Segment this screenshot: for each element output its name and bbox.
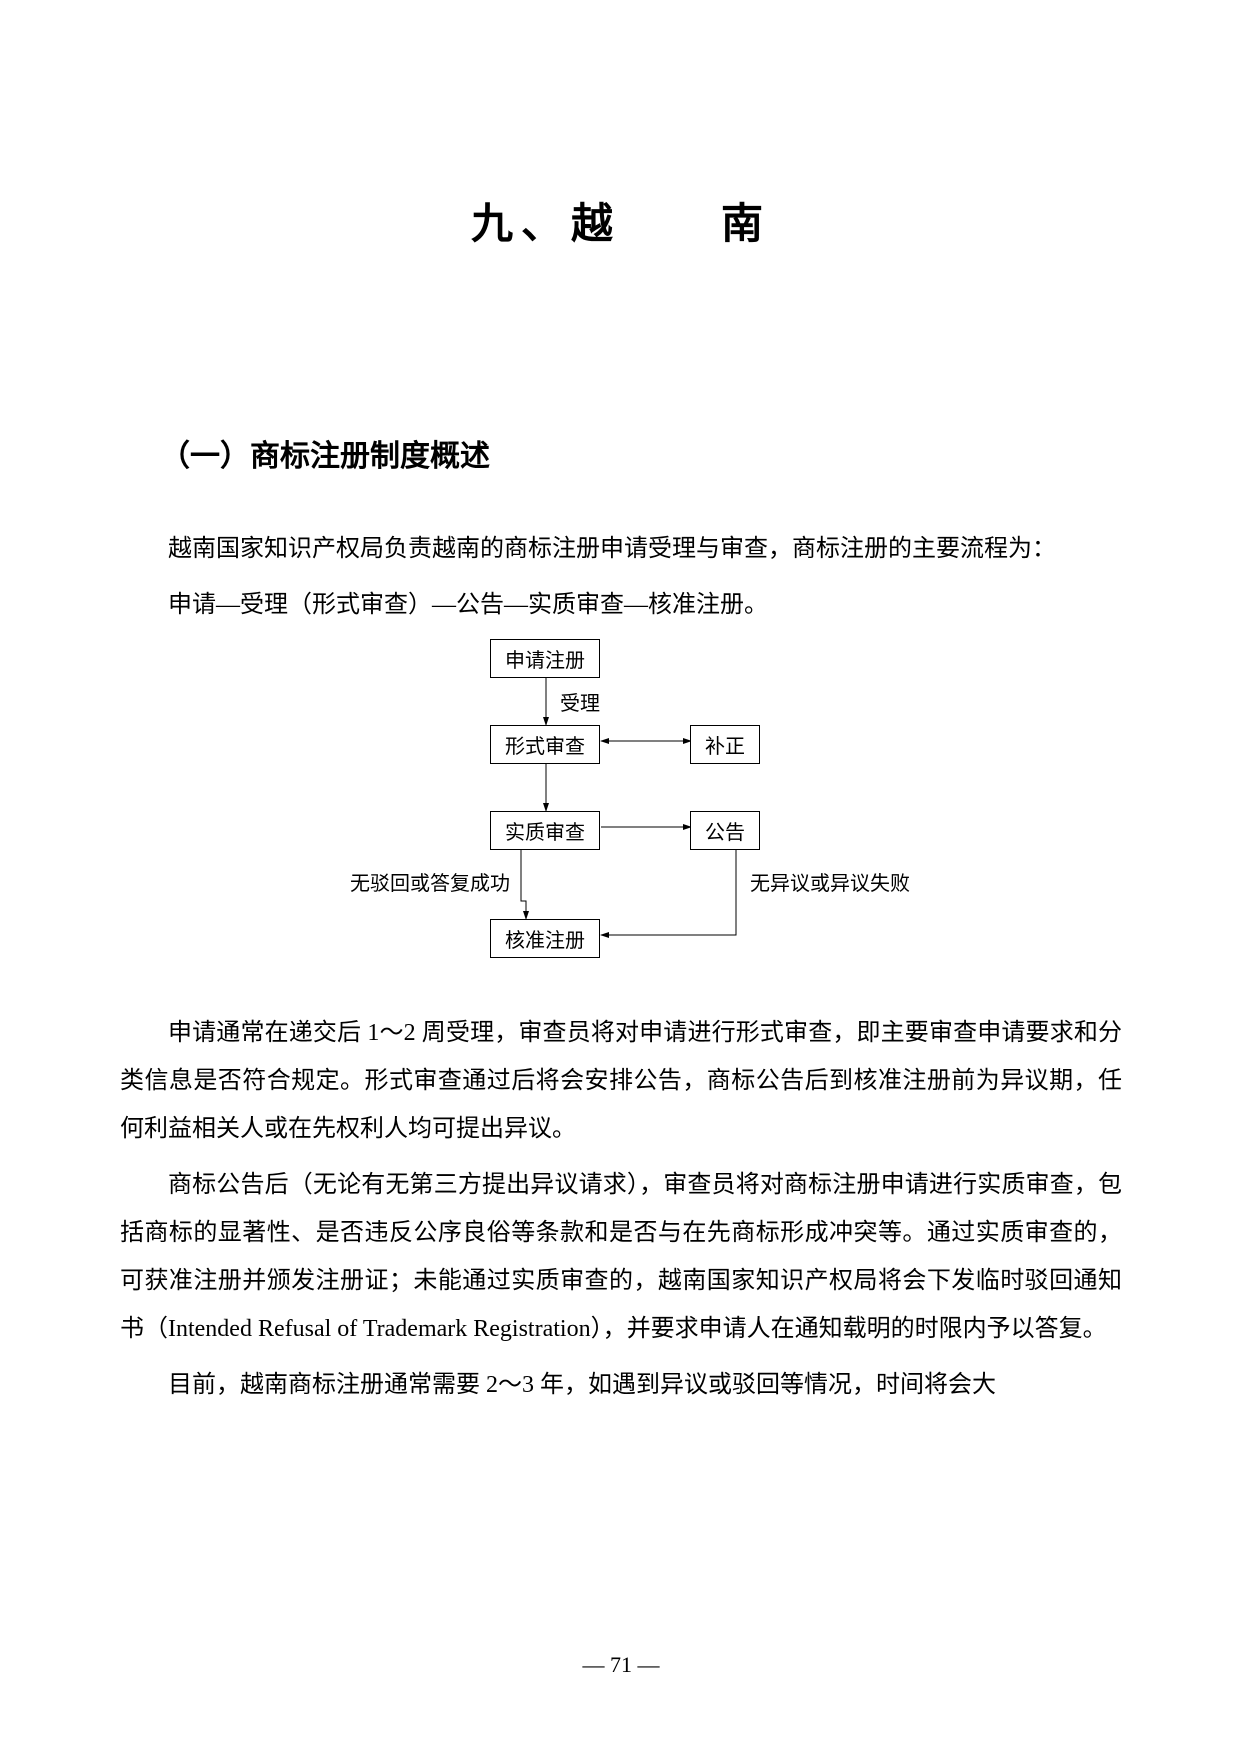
fc-node-approve: 核准注册 — [490, 919, 600, 958]
fc-label-no-oppose: 无异议或异议失败 — [750, 867, 910, 896]
flowchart-arrows — [120, 639, 1122, 979]
fc-node-correct: 补正 — [690, 725, 760, 764]
paragraph-process-2: 商标公告后（无论有无第三方提出异议请求），审查员将对商标注册申请进行实质审查，包… — [120, 1161, 1122, 1353]
document-page: 九、越 南 （一）商标注册制度概述 越南国家知识产权局负责越南的商标注册申请受理… — [0, 0, 1242, 1497]
paragraph-process-3: 目前，越南商标注册通常需要 2～3 年，如遇到异议或驳回等情况，时间将会大 — [120, 1361, 1122, 1409]
fc-node-apply: 申请注册 — [490, 639, 600, 678]
fc-label-no-reject: 无驳回或答复成功 — [350, 867, 510, 896]
section-heading: （一）商标注册制度概述 — [160, 431, 1122, 475]
fc-node-formal: 形式审查 — [490, 725, 600, 764]
fc-node-announce: 公告 — [690, 811, 760, 850]
paragraph-flow-text: 申请—受理（形式审查）—公告—实质审查—核准注册。 — [120, 581, 1122, 629]
fc-label-accept: 受理 — [560, 687, 600, 716]
paragraph-process-1: 申请通常在递交后 1～2 周受理，审查员将对申请进行形式审查，即主要审查申请要求… — [120, 1009, 1122, 1153]
chapter-title: 九、越 南 — [120, 190, 1122, 251]
paragraph-intro: 越南国家知识产权局负责越南的商标注册申请受理与审查，商标注册的主要流程为： — [120, 525, 1122, 573]
page-number: — 71 — — [0, 1652, 1242, 1678]
fc-node-substance: 实质审查 — [490, 811, 600, 850]
trademark-flowchart: 申请注册 形式审查 补正 实质审查 公告 核准注册 受理 无驳回或答复成功 无异… — [120, 639, 1122, 979]
